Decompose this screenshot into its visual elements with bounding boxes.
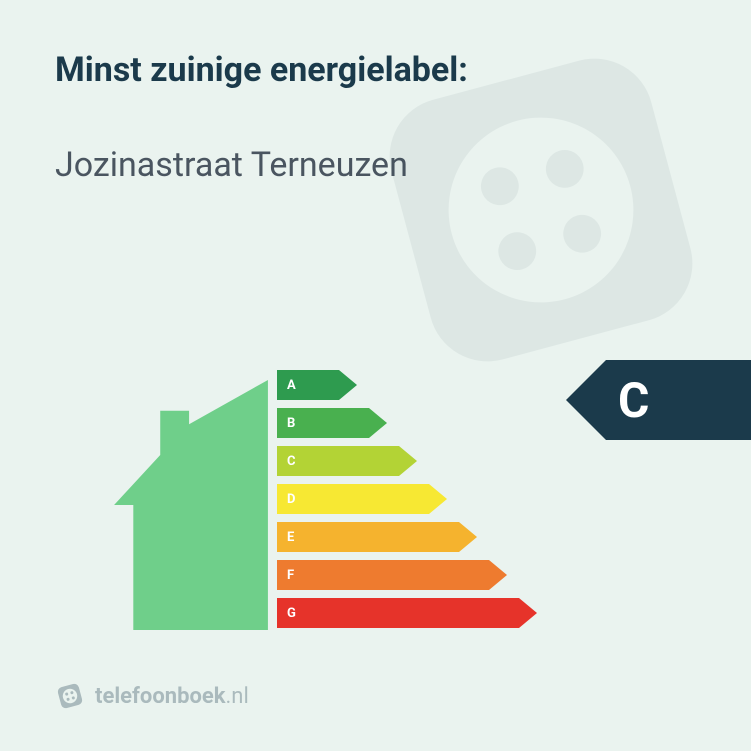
energy-bar-label: E (277, 522, 459, 552)
energy-bar-arrow-icon (519, 598, 537, 628)
energy-bar-arrow-icon (369, 408, 387, 438)
energy-bar-arrow-icon (459, 522, 477, 552)
energy-bar-label: G (277, 598, 519, 628)
footer-brand-tld: .nl (226, 684, 249, 709)
badge-arrow-icon (566, 360, 606, 440)
energy-bar-arrow-icon (429, 484, 447, 514)
badge-label: C (606, 360, 751, 440)
energy-bar-label: A (277, 370, 339, 400)
energy-bar-label: C (277, 446, 399, 476)
page-subtitle: Jozinastraat Terneuzen (55, 145, 696, 185)
energy-bar-label: F (277, 560, 489, 590)
rating-badge: C (566, 360, 751, 440)
footer: telefoonboek.nl (55, 681, 249, 711)
house-icon (111, 380, 271, 630)
footer-brand-name: telefoonboek (95, 684, 226, 709)
footer-logo-icon (55, 681, 85, 711)
energy-bar-arrow-icon (339, 370, 357, 400)
energy-chart: ABCDEFG (185, 360, 585, 640)
footer-brand: telefoonboek.nl (95, 684, 249, 709)
energy-bar-label: D (277, 484, 429, 514)
page-title: Minst zuinige energielabel: (55, 50, 696, 90)
card: Minst zuinige energielabel: Jozinastraat… (0, 0, 751, 751)
energy-bar-label: B (277, 408, 369, 438)
energy-bar-arrow-icon (489, 560, 507, 590)
energy-bar-arrow-icon (399, 446, 417, 476)
